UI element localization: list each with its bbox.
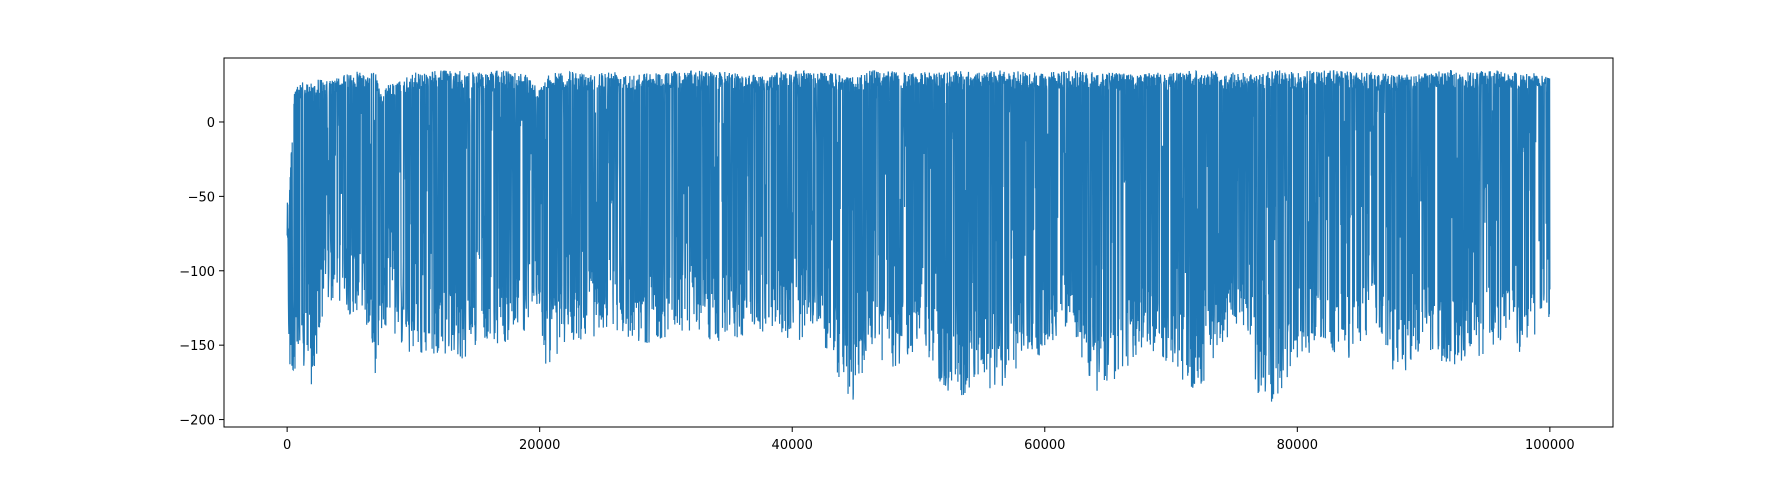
plot-area xyxy=(286,69,1551,402)
y-tick-label: −50 xyxy=(188,190,215,205)
y-tick-label: 0 xyxy=(207,116,215,131)
x-tick-label: 100000 xyxy=(1525,438,1575,453)
y-tick-label: −150 xyxy=(179,339,215,354)
x-tick-label: 40000 xyxy=(772,438,813,453)
x-tick-label: 20000 xyxy=(519,438,560,453)
y-tick-label: −100 xyxy=(179,265,215,280)
series-line xyxy=(286,69,1551,402)
y-tick-label: −200 xyxy=(179,414,215,429)
x-tick-label: 60000 xyxy=(1024,438,1065,453)
x-tick-label: 0 xyxy=(283,438,291,453)
x-axis: 0 20000 40000 60000 80000 100000 xyxy=(283,427,1575,453)
axes-frame xyxy=(223,57,1614,428)
y-axis: 0 −50 −100 −150 −200 xyxy=(179,116,224,429)
x-tick-label: 80000 xyxy=(1277,438,1318,453)
